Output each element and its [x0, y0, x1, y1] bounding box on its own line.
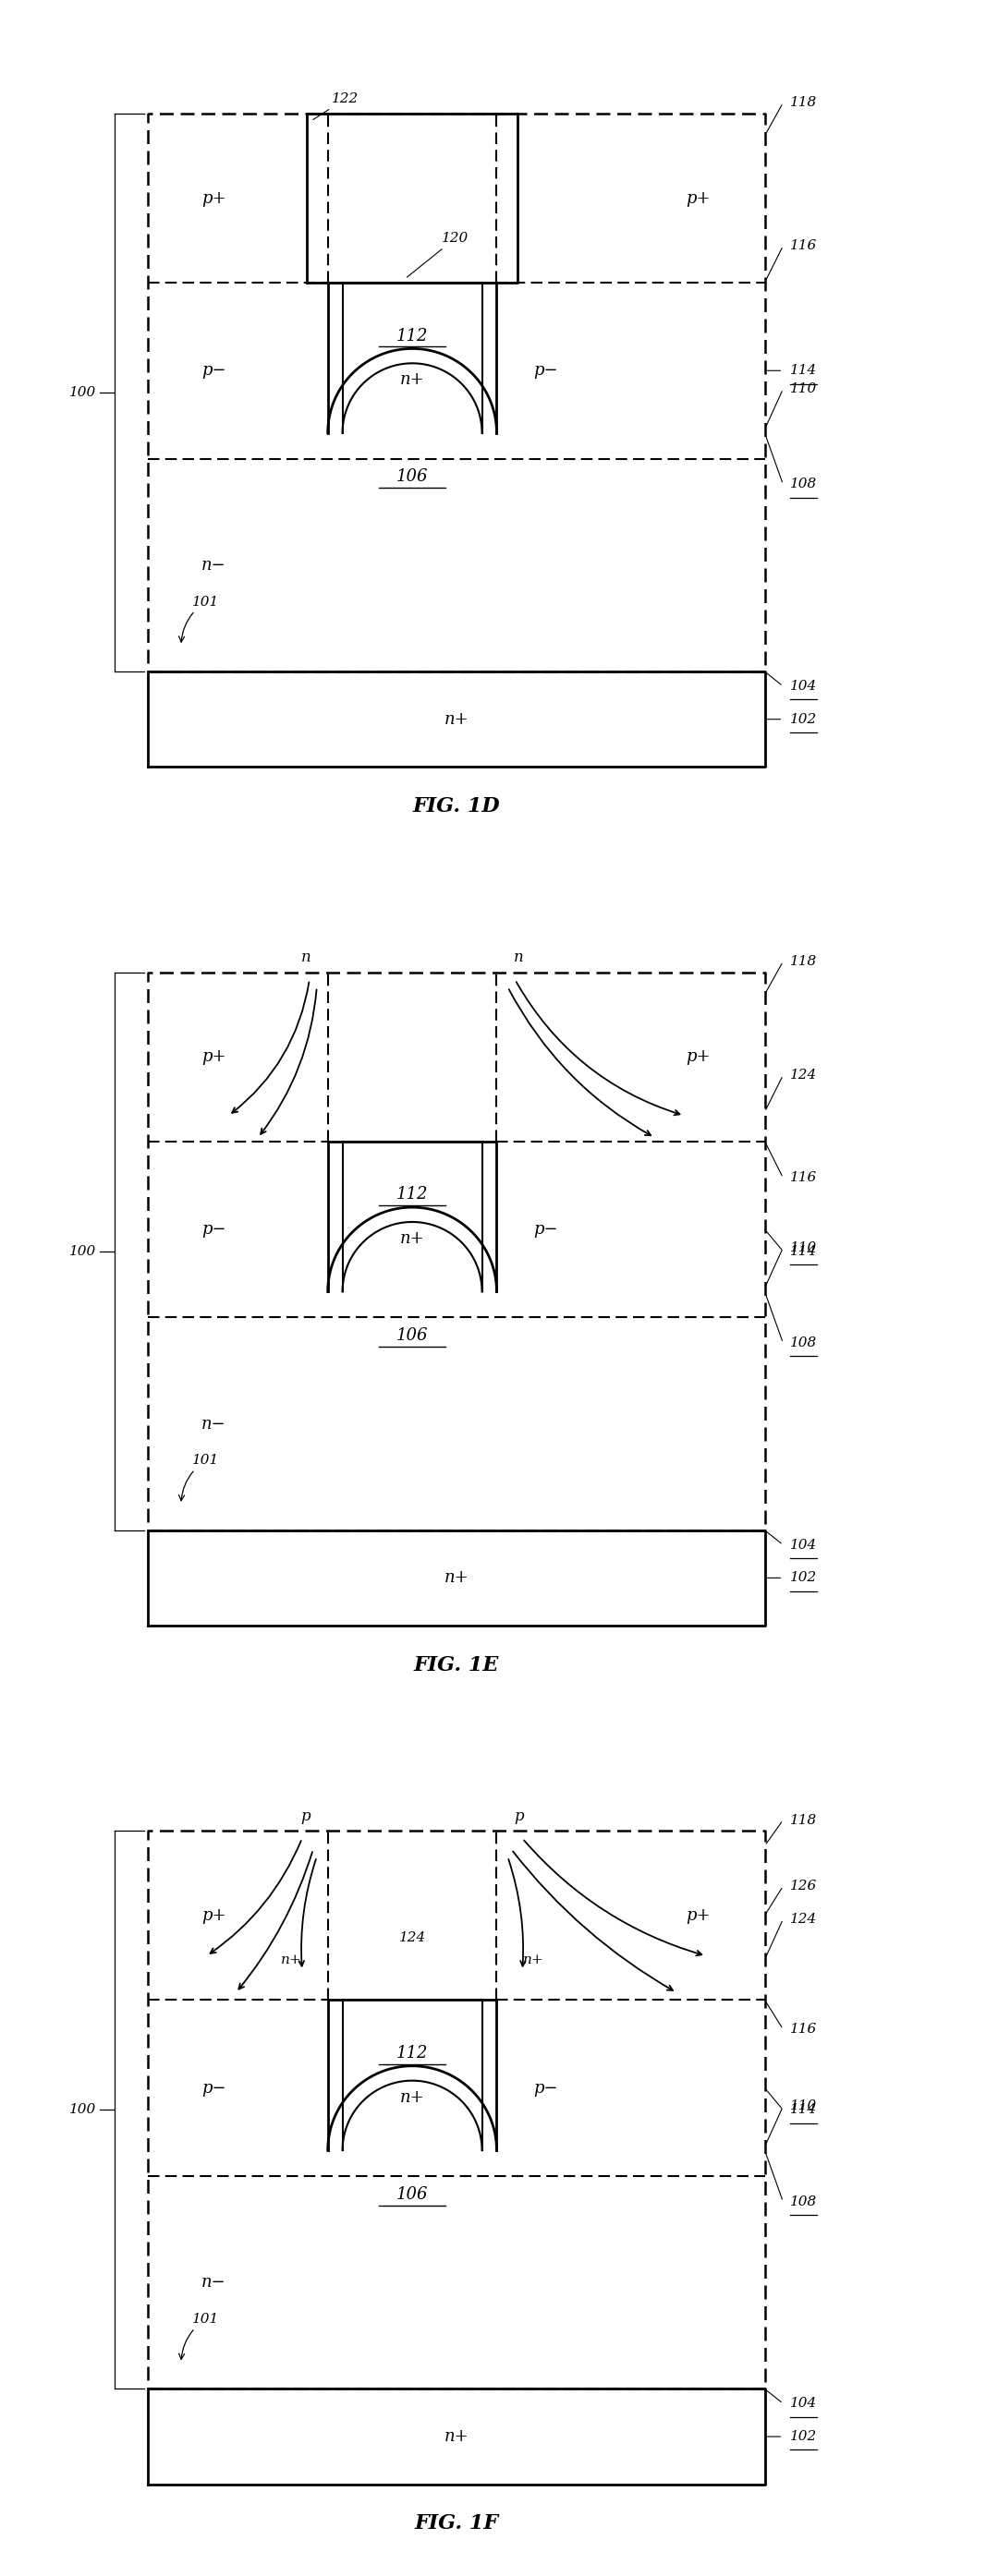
Text: n+: n+ [444, 711, 468, 726]
Text: FIG. 1D: FIG. 1D [412, 796, 500, 817]
Text: 124: 124 [791, 1911, 817, 1927]
Text: n−: n− [201, 1414, 227, 1432]
Text: 100: 100 [69, 386, 97, 399]
Text: 110: 110 [791, 381, 817, 397]
Text: p−: p− [202, 363, 226, 379]
Text: 110: 110 [791, 1242, 817, 1255]
Text: FIG. 1F: FIG. 1F [414, 2514, 498, 2535]
Text: 106: 106 [396, 2187, 428, 2202]
Text: n+: n+ [400, 1231, 425, 1247]
Text: 101: 101 [178, 1453, 219, 1502]
Text: 104: 104 [791, 1538, 817, 1551]
Text: 108: 108 [791, 1337, 817, 1350]
Text: n: n [514, 951, 524, 966]
Text: 126: 126 [791, 1880, 817, 1893]
Text: 118: 118 [791, 95, 817, 108]
Text: n−: n− [201, 2275, 227, 2290]
Text: 106: 106 [396, 1327, 428, 1345]
Text: 102: 102 [791, 2429, 817, 2442]
Text: n+: n+ [400, 371, 425, 389]
Text: 101: 101 [178, 595, 219, 641]
Text: n+: n+ [400, 2089, 425, 2105]
Text: 124: 124 [398, 1932, 426, 1945]
Text: n+: n+ [444, 1569, 468, 1587]
Text: p+: p+ [202, 191, 226, 206]
Text: p−: p− [533, 2079, 558, 2097]
Text: p: p [301, 1808, 311, 1824]
Text: n: n [301, 951, 311, 966]
Text: 100: 100 [69, 1244, 97, 1257]
Text: n+: n+ [444, 2429, 468, 2445]
Text: p+: p+ [202, 1048, 226, 1064]
Text: 114: 114 [791, 2105, 817, 2117]
Text: 108: 108 [791, 2195, 817, 2208]
Text: 100: 100 [69, 2105, 97, 2117]
Text: p+: p+ [686, 191, 711, 206]
Text: n−: n− [201, 556, 227, 574]
Text: 120: 120 [407, 232, 468, 278]
Text: p−: p− [533, 1221, 558, 1236]
Text: 106: 106 [396, 469, 428, 484]
Text: 102: 102 [791, 1571, 817, 1584]
Text: p−: p− [202, 2079, 226, 2097]
Text: n+: n+ [523, 1953, 544, 1965]
Text: 118: 118 [791, 956, 817, 969]
Text: 104: 104 [791, 680, 817, 693]
Text: n+: n+ [281, 1953, 302, 1965]
Text: 116: 116 [791, 240, 817, 252]
Text: 112: 112 [396, 2045, 428, 2061]
Text: 112: 112 [396, 327, 428, 345]
Text: 124: 124 [791, 1069, 817, 1082]
Text: 122: 122 [313, 93, 359, 118]
Text: p+: p+ [202, 1906, 226, 1924]
Text: 114: 114 [791, 363, 817, 376]
Text: 104: 104 [791, 2398, 817, 2411]
Text: p−: p− [533, 363, 558, 379]
Text: FIG. 1E: FIG. 1E [413, 1654, 499, 1674]
Text: p+: p+ [686, 1048, 711, 1064]
Text: 116: 116 [791, 1172, 817, 1185]
Text: p+: p+ [686, 1906, 711, 1924]
Text: 108: 108 [791, 479, 817, 492]
Text: 110: 110 [791, 2099, 817, 2112]
Text: 101: 101 [178, 2313, 219, 2360]
Text: 116: 116 [791, 2022, 817, 2035]
Text: 118: 118 [791, 1814, 817, 1826]
Text: p−: p− [202, 1221, 226, 1236]
Text: 114: 114 [791, 1244, 817, 1257]
Text: p: p [514, 1808, 524, 1824]
Text: 102: 102 [791, 714, 817, 726]
Text: 112: 112 [396, 1185, 428, 1203]
